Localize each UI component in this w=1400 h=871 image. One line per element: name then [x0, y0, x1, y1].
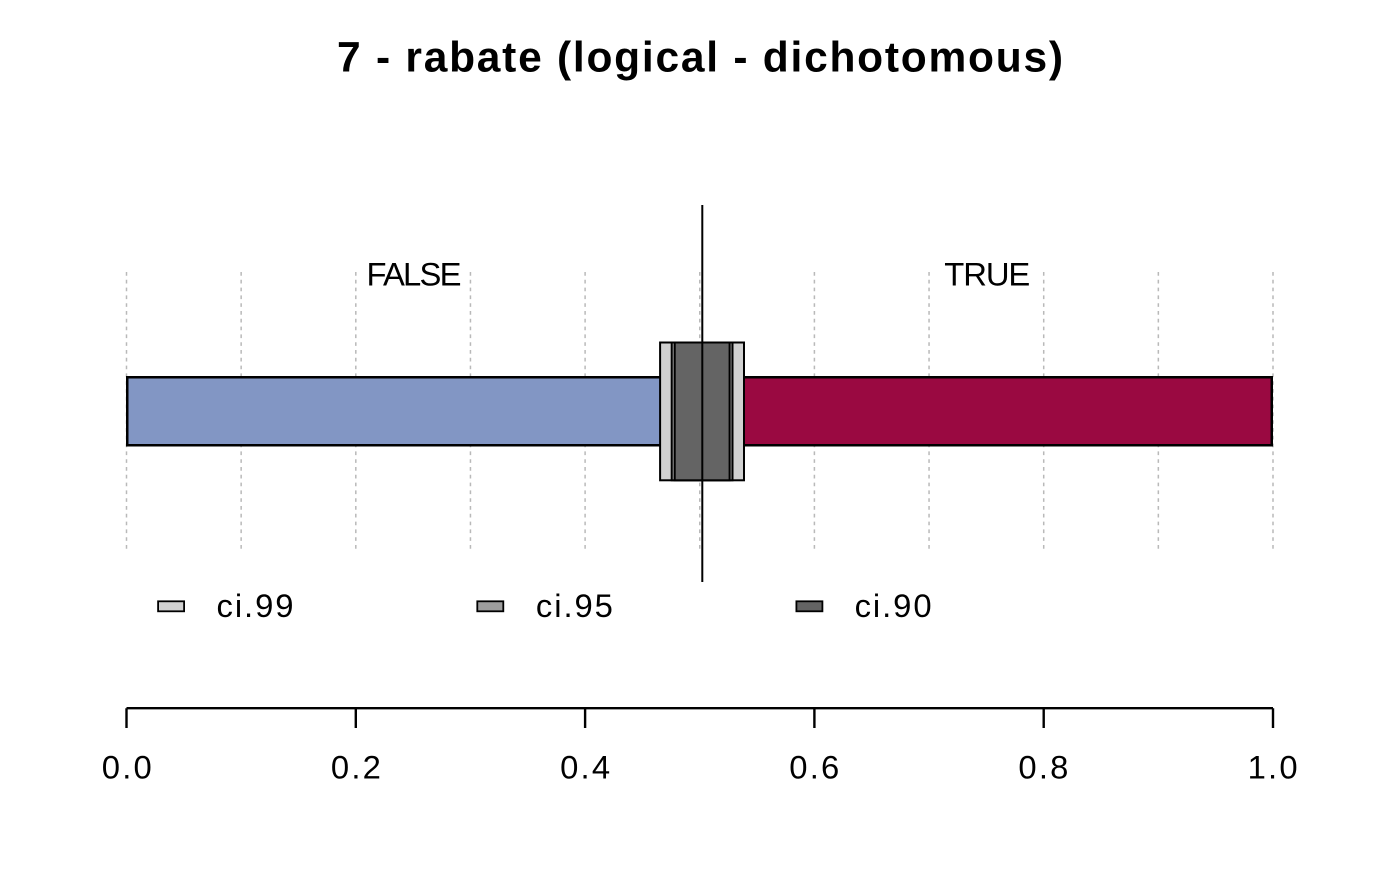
svg-text:ci.95: ci.95	[536, 587, 613, 624]
svg-text:0.8: 0.8	[1018, 749, 1068, 786]
svg-text:1.0: 1.0	[1248, 749, 1298, 786]
svg-text:0.6: 0.6	[789, 749, 839, 786]
svg-text:ci.99: ci.99	[217, 587, 294, 624]
svg-text:FALSE: FALSE	[367, 256, 462, 293]
svg-text:0.2: 0.2	[331, 749, 381, 786]
svg-text:TRUE: TRUE	[944, 256, 1030, 293]
svg-text:7 - rabate (logical - dichotom: 7 - rabate (logical - dichotomous)	[337, 35, 1063, 82]
svg-text:0.4: 0.4	[560, 749, 610, 786]
svg-text:0.0: 0.0	[102, 749, 152, 786]
svg-text:ci.90: ci.90	[855, 587, 932, 624]
